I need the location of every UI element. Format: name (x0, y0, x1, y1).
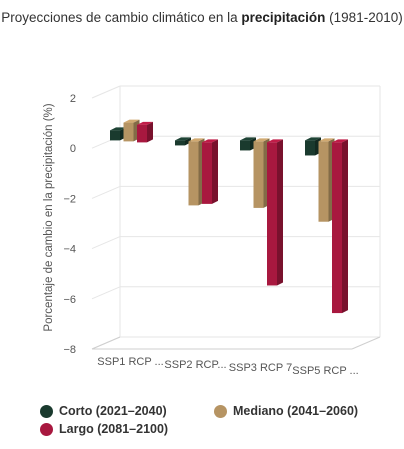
bar-top-3-2 (332, 139, 348, 143)
bar-top-0-1 (123, 119, 140, 123)
y-axis-label: Porcentaje de cambio en la precipitación… (43, 103, 55, 331)
bar-side-3-2 (342, 139, 348, 314)
bar-top-0-2 (137, 121, 153, 125)
legend-dot-mediano (214, 404, 227, 418)
bar-3-2 (332, 142, 342, 314)
legend-dot-corto (40, 404, 53, 418)
x-tick-label: SSP1 RCP ... (97, 356, 163, 368)
legend-label-corto: Corto (2021–2040) (59, 404, 167, 418)
bar-1-0 (175, 140, 185, 146)
bar-0-0 (110, 130, 120, 141)
legend-label-largo: Largo (2081–2100) (59, 422, 169, 436)
bar-top-2-2 (267, 139, 283, 143)
bar-0-2 (137, 124, 147, 143)
legend-item-mediano[interactable]: Mediano (2041–2060) (214, 404, 358, 418)
bar-2-2 (267, 142, 277, 286)
bar-top-3-0 (305, 137, 321, 141)
bar-side-1-0 (185, 137, 191, 146)
bar-2-1 (253, 141, 264, 208)
bar-side-1-2 (212, 139, 218, 204)
x-tick-label: SSP5 RCP ... (292, 365, 358, 377)
gridline-side (91, 185, 121, 199)
gridline-side (91, 236, 121, 250)
legend-dot-largo (40, 422, 53, 436)
title-suffix: (1981-2010) (325, 10, 403, 25)
bar-top-2-0 (240, 137, 256, 141)
y-tick-label: 0 (70, 143, 76, 155)
floor-left (91, 336, 121, 350)
legend-item-corto[interactable]: Corto (2021–2040) (40, 404, 167, 418)
bar-3-0 (305, 140, 315, 156)
y-tick-label: −8 (63, 344, 76, 356)
bar-top-0-0 (110, 127, 126, 131)
legend-item-largo[interactable]: Largo (2081–2100) (40, 422, 168, 436)
y-tick-label: −6 (63, 294, 76, 306)
legend-label-mediano: Mediano (2041–2060) (233, 404, 359, 418)
bar-3-1 (318, 141, 329, 222)
floor-right (351, 336, 381, 350)
bar-1-1 (188, 141, 199, 206)
title-prefix: Proyecciones de cambio climático en la (1, 10, 242, 25)
x-tick-label: SSP2 RCP... (164, 359, 226, 371)
bar-top-3-1 (318, 138, 335, 142)
title-bold: precipitación (241, 10, 326, 25)
chart-title: Proyecciones de cambio climático en la p… (0, 8, 404, 27)
bar-side-0-2 (147, 121, 153, 143)
bar-side-2-2 (277, 139, 283, 286)
y-tick-label: −4 (63, 244, 76, 256)
x-tick-label: SSP3 RCP 7 (229, 362, 292, 374)
bar-top-1-1 (188, 138, 205, 142)
y-tick-label: 2 (70, 93, 76, 105)
bar-top-1-0 (175, 137, 191, 141)
gridline-side (91, 286, 121, 300)
bar-0-1 (123, 122, 134, 142)
gridline-side (91, 85, 121, 99)
bar-top-2-1 (253, 138, 270, 142)
chart-svg: 2 0 −2 −4 −6 −8 Porcentaje de cambio en la pre… (43, 85, 381, 377)
bar-top-1-2 (202, 139, 218, 143)
bar-1-2 (202, 142, 212, 204)
bar-2-0 (240, 140, 250, 151)
y-tick-label: −2 (63, 193, 76, 205)
